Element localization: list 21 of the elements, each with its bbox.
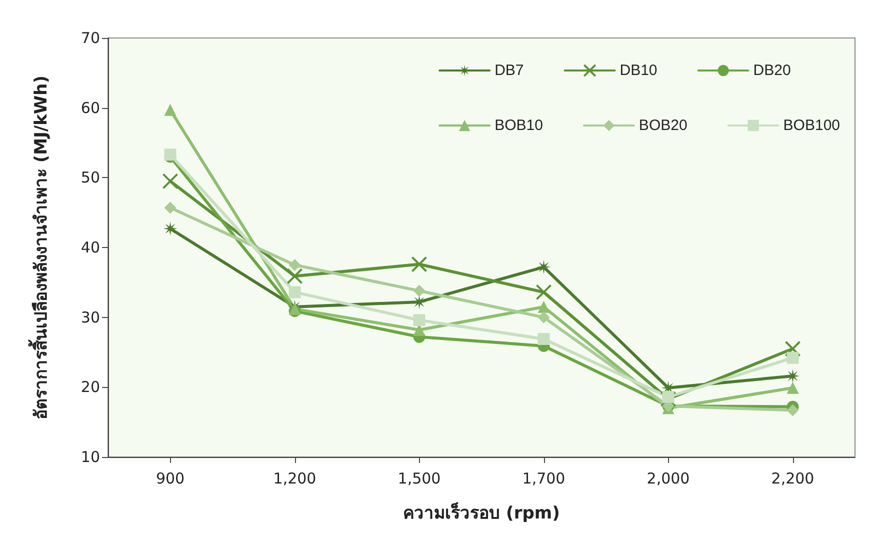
x-tick-label: 900	[156, 470, 185, 488]
legend-label: BOB20	[638, 117, 688, 134]
x-tick-label: 2,000	[646, 470, 690, 488]
x-tick-label: 1,200	[273, 470, 316, 488]
y-tick-label: 10	[80, 448, 100, 466]
y-tick-label: 30	[80, 308, 100, 326]
y-tick-label: 40	[80, 238, 100, 256]
x-tick-label: 1,500	[398, 470, 441, 488]
legend-label: BOB10	[494, 117, 543, 134]
x-axis-title: ความเร็วรอบ (rpm)	[403, 500, 560, 524]
legend-label: BOB100	[783, 117, 840, 134]
y-tick-label: 20	[80, 378, 100, 396]
legend-label: DB7	[494, 62, 524, 79]
legend-label: DB10	[620, 62, 658, 79]
y-tick-label: 50	[80, 168, 100, 187]
y-tick-label: 60	[80, 98, 100, 117]
x-tick-label: 1,700	[522, 470, 566, 488]
y-tick-label: 70	[80, 29, 100, 47]
legend-label: DB20	[753, 62, 791, 79]
x-tick-label: 2,200	[771, 470, 814, 488]
y-axis-title: อัตราการสิ้นเปลืองพลังงานจำเพาะ (MJ/kWh)	[28, 75, 52, 420]
